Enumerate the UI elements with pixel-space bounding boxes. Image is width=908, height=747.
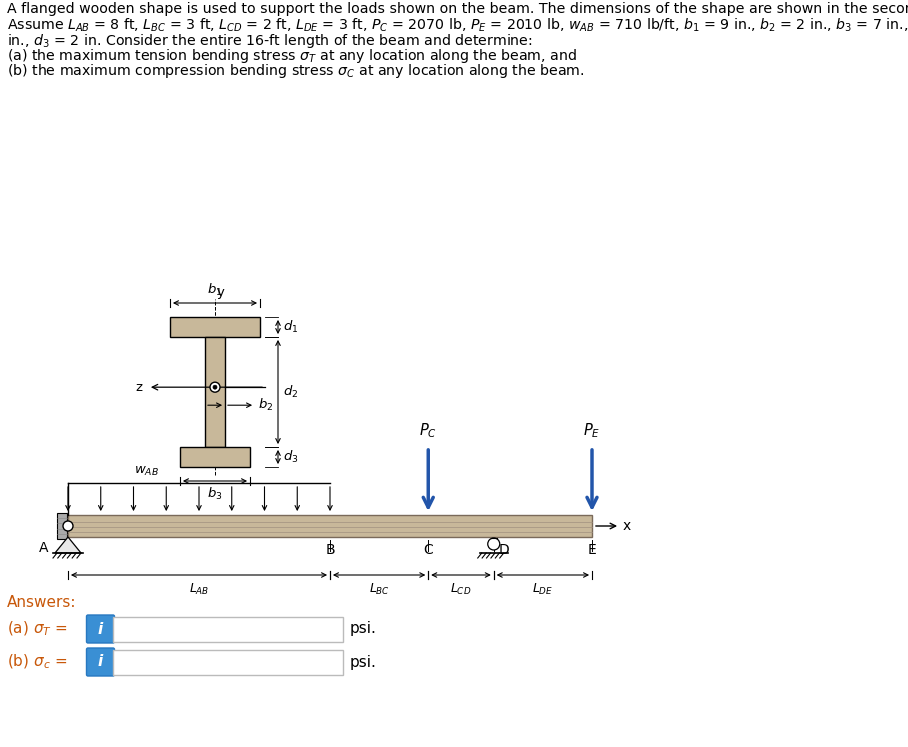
Text: $d_3$: $d_3$ — [283, 449, 299, 465]
Text: $L_{DE}$: $L_{DE}$ — [532, 582, 554, 597]
Text: $P_E$: $P_E$ — [583, 421, 600, 440]
Text: (a) the maximum tension bending stress $\sigma_T$ at any location along the beam: (a) the maximum tension bending stress $… — [7, 47, 577, 65]
Circle shape — [213, 385, 217, 389]
Text: z: z — [135, 381, 142, 394]
Bar — [68, 515, 592, 537]
Text: $d_2$: $d_2$ — [283, 384, 299, 400]
Text: $b_1$: $b_1$ — [207, 282, 222, 298]
Text: A flanged wooden shape is used to support the loads shown on the beam. The dimen: A flanged wooden shape is used to suppor… — [7, 2, 908, 16]
Text: $d_1$: $d_1$ — [283, 319, 299, 335]
Text: $b_3$: $b_3$ — [207, 486, 222, 502]
Text: A: A — [39, 541, 49, 555]
FancyBboxPatch shape — [86, 648, 114, 676]
Text: C: C — [423, 543, 433, 557]
Text: i: i — [98, 654, 104, 669]
Text: (b) the maximum compression bending stress $\sigma_C$ at any location along the : (b) the maximum compression bending stre… — [7, 62, 585, 80]
Polygon shape — [55, 537, 81, 553]
Bar — [113, 616, 343, 642]
Text: $b_2$: $b_2$ — [258, 397, 273, 413]
Text: Assume $L_{AB}$ = 8 ft, $L_{BC}$ = 3 ft, $L_{CD}$ = 2 ft, $L_{DE}$ = 3 ft, $P_C$: Assume $L_{AB}$ = 8 ft, $L_{BC}$ = 3 ft,… — [7, 17, 908, 34]
Text: y: y — [217, 286, 225, 299]
Circle shape — [63, 521, 73, 531]
Text: $L_{BC}$: $L_{BC}$ — [369, 582, 390, 597]
Bar — [57, 513, 67, 539]
Text: (a) $\sigma_T$ =: (a) $\sigma_T$ = — [7, 620, 68, 638]
Text: psi.: psi. — [350, 622, 377, 636]
Text: x: x — [623, 519, 631, 533]
Text: $w_{AB}$: $w_{AB}$ — [133, 465, 159, 478]
Text: (b) $\sigma_c$ =: (b) $\sigma_c$ = — [7, 653, 67, 672]
Text: i: i — [98, 622, 104, 636]
Text: $P_C$: $P_C$ — [419, 421, 438, 440]
Text: $L_{CD}$: $L_{CD}$ — [450, 582, 471, 597]
FancyBboxPatch shape — [86, 615, 114, 643]
Text: Answers:: Answers: — [7, 595, 76, 610]
Text: psi.: psi. — [350, 654, 377, 669]
Bar — [113, 649, 343, 675]
Text: D: D — [498, 543, 509, 557]
Bar — [170, 317, 260, 337]
Text: E: E — [587, 543, 597, 557]
Text: B: B — [325, 543, 335, 557]
Circle shape — [488, 538, 499, 550]
Text: $L_{AB}$: $L_{AB}$ — [189, 582, 209, 597]
Text: in., $d_3$ = 2 in. Consider the entire 16-ft length of the beam and determine:: in., $d_3$ = 2 in. Consider the entire 1… — [7, 32, 533, 50]
Circle shape — [210, 382, 220, 392]
Bar — [180, 447, 250, 467]
Bar — [205, 337, 225, 447]
